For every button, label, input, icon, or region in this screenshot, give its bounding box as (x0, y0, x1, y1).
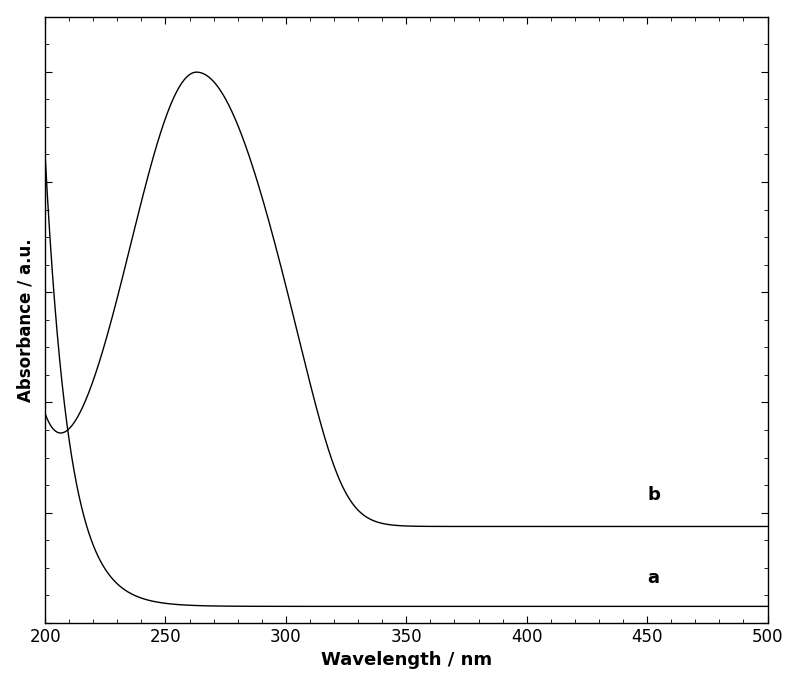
X-axis label: Wavelength / nm: Wavelength / nm (321, 651, 492, 670)
Text: b: b (647, 486, 660, 504)
Y-axis label: Absorbance / a.u.: Absorbance / a.u. (17, 238, 34, 401)
Text: a: a (647, 569, 659, 587)
